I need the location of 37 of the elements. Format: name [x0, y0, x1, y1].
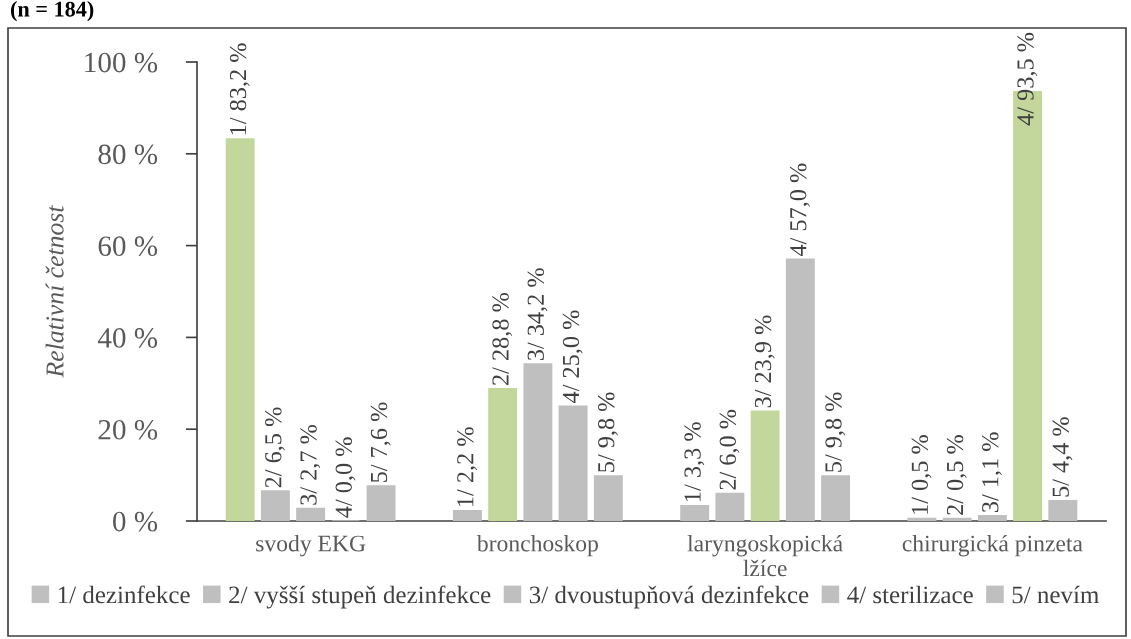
data-label: 1/ 3,3 % [684, 422, 705, 501]
data-label: 5/ 4,4 % [1052, 417, 1073, 497]
legend-label: 3/ dvoustupňová dezinfekce [529, 585, 809, 609]
legend-label: 1/ dezinfekce [58, 585, 190, 604]
data-label: 3/ 1,1 % [982, 432, 1002, 513]
y-tick-label: 20 % [98, 419, 158, 440]
data-label: 2/ 6,0 % [719, 409, 740, 490]
y-tick-label: 80 % [98, 144, 158, 165]
y-tick-label: 0 % [113, 511, 158, 532]
data-label: 2/ 28,8 % [492, 293, 513, 385]
data-label: 1/ 2,2 % [457, 427, 478, 506]
x-tick-label: chirurgická pinzeta [902, 534, 1083, 557]
data-label: 5/ 7,6 % [370, 402, 391, 482]
legend-label: 4/ sterilizace [847, 585, 973, 604]
data-label: 4/ 0,0 % [335, 437, 356, 518]
data-label: 4/ 25,0 % [562, 310, 583, 403]
y-axis-title: Relativní četnost [45, 205, 64, 378]
data-label: 3/ 2,7 % [300, 424, 321, 505]
y-tick-label: 40 % [97, 328, 158, 348]
chart-title: (n = 184) [10, 1, 94, 22]
x-tick-label: svody EKG [256, 534, 366, 557]
data-label: 2/ 6,5 % [265, 407, 285, 488]
data-label: 4/ 57,0 % [790, 163, 810, 257]
y-tick-label: 60 % [98, 236, 158, 257]
legend-label: 2/ vyšší stupeň dezinfekce [229, 585, 491, 609]
data-label: 3/ 23,9 % [754, 315, 775, 408]
data-label: 3/ 34,2 % [527, 268, 548, 361]
y-tick-label: 100 % [85, 52, 158, 73]
data-label: 1/ 83,2 % [229, 43, 250, 135]
legend-label: 5/ nevím [1012, 585, 1099, 604]
data-label: 1/ 0,5 % [911, 435, 932, 514]
x-tick-label: bronchoskop [476, 534, 598, 557]
data-label: 5/ 9,8 % [598, 392, 618, 472]
x-tick-label: laryngoskopická lžíce [687, 534, 843, 577]
data-label: 4/ 93,5 % [1017, 32, 1038, 126]
data-label: 5/ 9,8 % [825, 392, 846, 472]
data-label: 2/ 0,5 % [946, 435, 967, 515]
